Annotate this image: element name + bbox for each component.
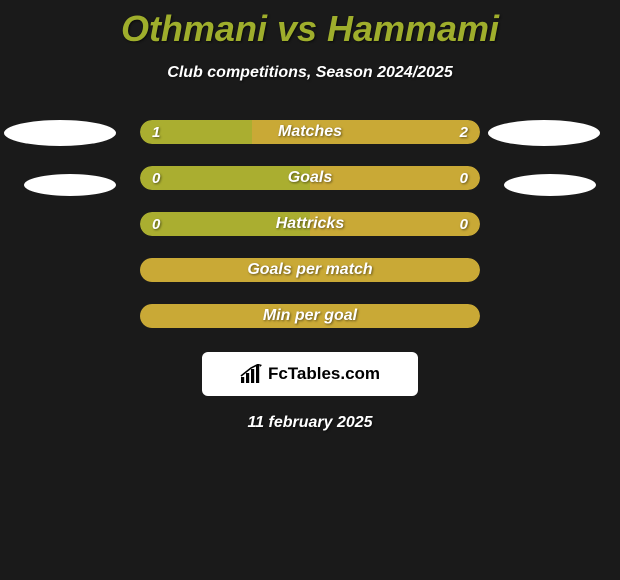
club-logo-placeholder xyxy=(24,174,116,196)
page-title: Othmani vs Hammami xyxy=(0,0,620,50)
stat-bar: 12Matches xyxy=(140,120,480,144)
date-text: 11 february 2025 xyxy=(0,414,620,432)
stat-bar: 00Goals xyxy=(140,166,480,190)
stat-bar: Goals per match xyxy=(140,258,480,282)
stat-label: Min per goal xyxy=(140,304,480,328)
stat-bar: 00Hattricks xyxy=(140,212,480,236)
subtitle: Club competitions, Season 2024/2025 xyxy=(0,64,620,82)
stat-bars: 12Matches 00Goals 00Hattricks Goals per mat… xyxy=(140,120,480,328)
source-badge-text: FcTables.com xyxy=(268,364,380,384)
stat-label: Goals xyxy=(140,166,480,190)
source-badge: FcTables.com xyxy=(202,352,418,396)
stat-label: Hattricks xyxy=(140,212,480,236)
bar-chart-icon xyxy=(240,364,264,384)
club-logo-placeholder xyxy=(4,120,116,146)
stat-label: Goals per match xyxy=(140,258,480,282)
stat-label: Matches xyxy=(140,120,480,144)
chart-area: 12Matches 00Goals 00Hattricks Goals per mat… xyxy=(0,120,620,328)
club-logo-placeholder xyxy=(488,120,600,146)
stat-bar: Min per goal xyxy=(140,304,480,328)
club-logo-placeholder xyxy=(504,174,596,196)
